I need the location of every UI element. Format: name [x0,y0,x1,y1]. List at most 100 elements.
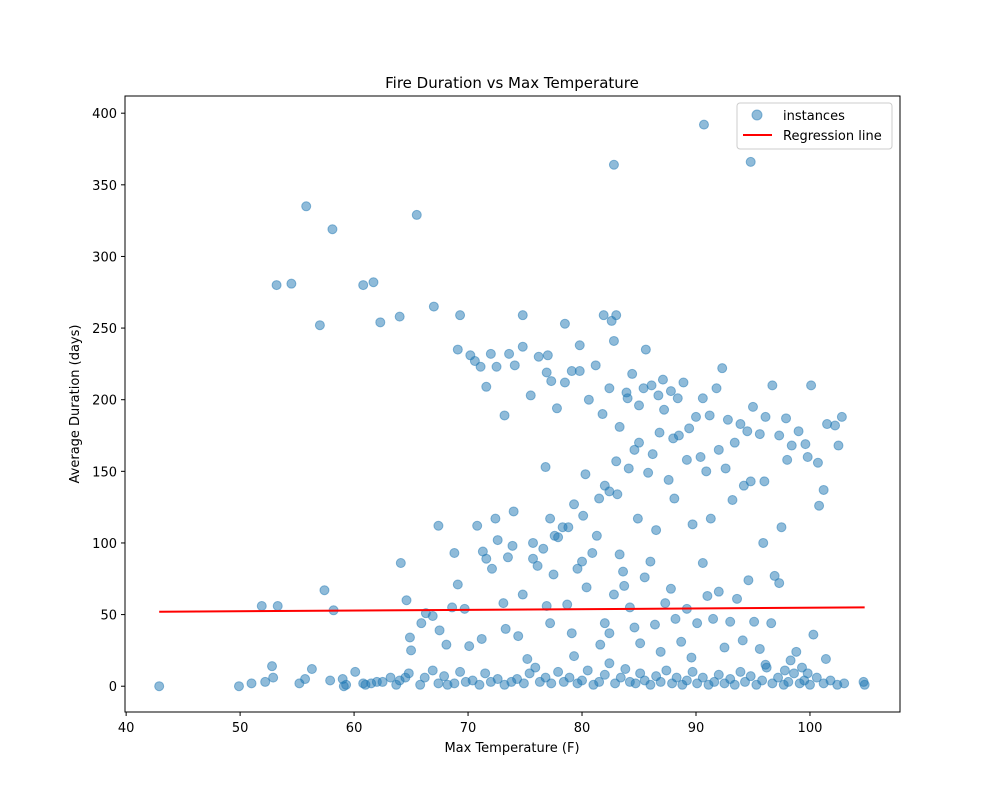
data-point [594,493,605,504]
data-point [702,590,713,601]
data-point [713,669,724,680]
data-point [654,427,665,438]
data-point [439,671,450,682]
data-point [375,317,386,328]
y-tick-label: 50 [100,609,117,624]
data-point [738,480,749,491]
data-point [713,444,724,455]
data-point [542,350,553,361]
data-point [758,537,769,548]
data-point [540,462,551,473]
data-point [449,678,460,689]
data-point [802,668,813,679]
data-point [507,540,518,551]
data-point [268,672,279,683]
data-point [760,411,771,422]
data-point [709,676,720,687]
data-point [614,549,625,560]
data-point [577,556,588,567]
data-point [598,310,609,321]
data-point [341,679,352,690]
data-point [657,374,668,385]
data-point [350,666,361,677]
data-point [499,410,510,421]
data-point [719,642,730,653]
data-point [776,522,787,533]
y-tick-label: 400 [92,107,117,122]
data-point [818,484,829,495]
data-point [595,639,606,650]
data-point [532,560,543,571]
data-point [492,674,503,685]
data-point [406,645,417,656]
data-point [528,553,539,564]
data-point [655,646,666,657]
data-point [859,679,870,690]
data-point [789,668,800,679]
data-point [618,566,629,577]
data-point [590,360,601,371]
data-point [727,494,738,505]
y-tick-label: 350 [92,179,117,194]
data-point [604,628,615,639]
legend: instances Regression line [736,102,893,150]
data-point [735,666,746,677]
data-point [720,463,731,474]
data-point [428,301,439,312]
data-point [681,675,692,686]
data-point [697,672,708,683]
data-point [643,467,654,478]
data-point [786,440,797,451]
data-point [517,310,528,321]
data-point [327,224,338,235]
data-point [629,444,640,455]
data-point [267,661,278,672]
data-point [325,675,336,686]
y-tick-label: 200 [92,394,117,409]
data-point [604,658,615,669]
data-point [533,351,544,362]
scatter-points [154,119,870,692]
data-point [452,344,463,355]
data-point [672,393,683,404]
data-point [599,618,610,629]
data-point [651,525,662,536]
data-point [449,547,460,558]
legend-label-regression: Regression line [783,129,882,144]
data-point [553,666,564,677]
data-point [690,411,701,422]
data-point [697,558,708,569]
x-tick-label: 90 [688,721,705,736]
data-point [517,341,528,352]
data-point [640,344,651,355]
data-point [793,426,804,437]
data-point [785,655,796,666]
data-point [546,678,557,689]
data-point [732,593,743,604]
data-point [745,671,756,682]
data-point [604,486,615,497]
data-point [647,449,658,460]
data-point [394,311,405,322]
data-point [551,403,562,414]
data-point [669,493,680,504]
data-point [760,659,771,670]
data-point [563,522,574,533]
data-point [635,668,646,679]
data-point [455,666,466,677]
data-point [635,638,646,649]
data-point [725,616,736,627]
data-point [808,629,819,640]
data-point [530,662,541,673]
data-point [301,201,312,212]
data-point [427,665,438,676]
y-tick-label: 250 [92,322,117,337]
data-point [769,570,780,581]
data-point [729,437,740,448]
data-point [814,500,825,511]
data-point [645,679,656,690]
data-point [767,380,778,391]
data-point [434,625,445,636]
data-point [791,646,802,657]
